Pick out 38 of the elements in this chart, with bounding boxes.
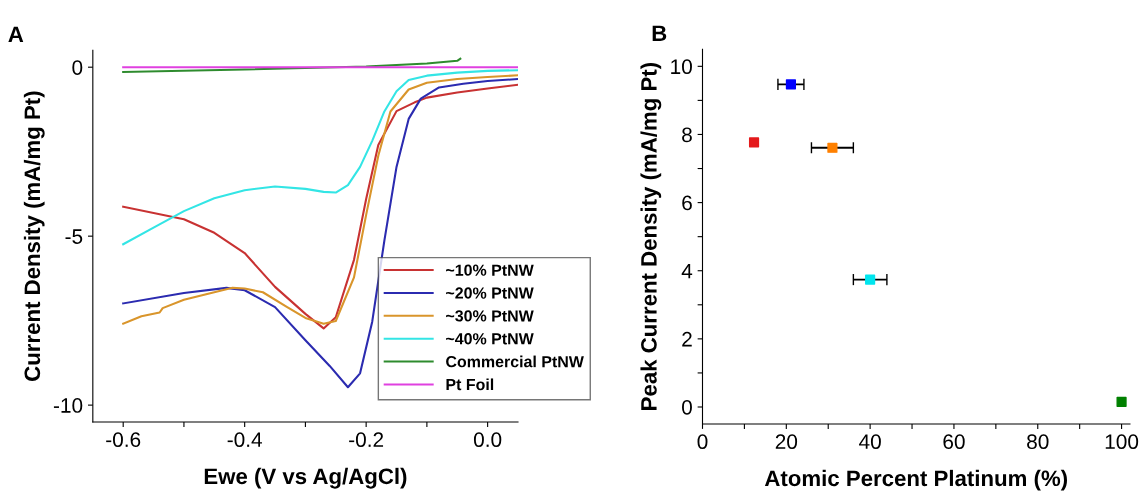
x-tick-label: 0.0 [473,432,502,448]
legend-label: ~40% PtNW [446,333,534,345]
legend-label: Commercial PtNW [446,355,584,368]
y-tick-label: -5 [65,229,83,244]
x-tick-label: -0.2 [349,432,384,448]
legend-label: ~20% PtNW [446,287,534,299]
y-tick-label: 10 [671,59,692,75]
y-axis-title: Current Density (mA/mg Pt) [23,91,45,381]
x-tick-label: 40 [859,434,881,450]
point [865,274,876,285]
legend-label: ~30% PtNW [446,310,534,322]
point [1116,396,1127,407]
y-tick-label: 6 [682,195,692,211]
y-tick-label: 0 [682,400,692,415]
chart-title: A [8,26,24,42]
point [827,142,838,153]
y-axis-title: Peak Current Density (mA/mg Pt) [640,63,662,410]
y-tick-label: 2 [682,331,692,347]
y-tick-label: 8 [682,127,692,143]
x-tick-label: -0.4 [227,432,263,448]
line-series [122,69,518,246]
x-tick-label: 60 [943,434,965,450]
x-axis-title: Ewe (V vs Ag/AgCl) [204,467,407,489]
x-tick-label: 80 [1027,434,1049,450]
legend-label: ~10% PtNW [446,264,534,276]
x-tick-label: 100 [1105,434,1139,450]
legend-label: Pt Foil [446,378,494,391]
point [748,137,760,148]
y-tick-label: 4 [681,263,693,279]
x-tick-label: 20 [775,434,798,450]
y-tick-label: 0 [72,60,83,75]
x-axis-title: Atomic Percent Platinum (%) [764,469,1067,491]
point [785,79,797,90]
x-tick-label: -0.6 [106,432,141,448]
x-tick-label: 0 [697,434,708,450]
line-series [122,57,462,73]
y-tick-label: -10 [53,398,83,413]
chart-title: B [652,25,667,41]
